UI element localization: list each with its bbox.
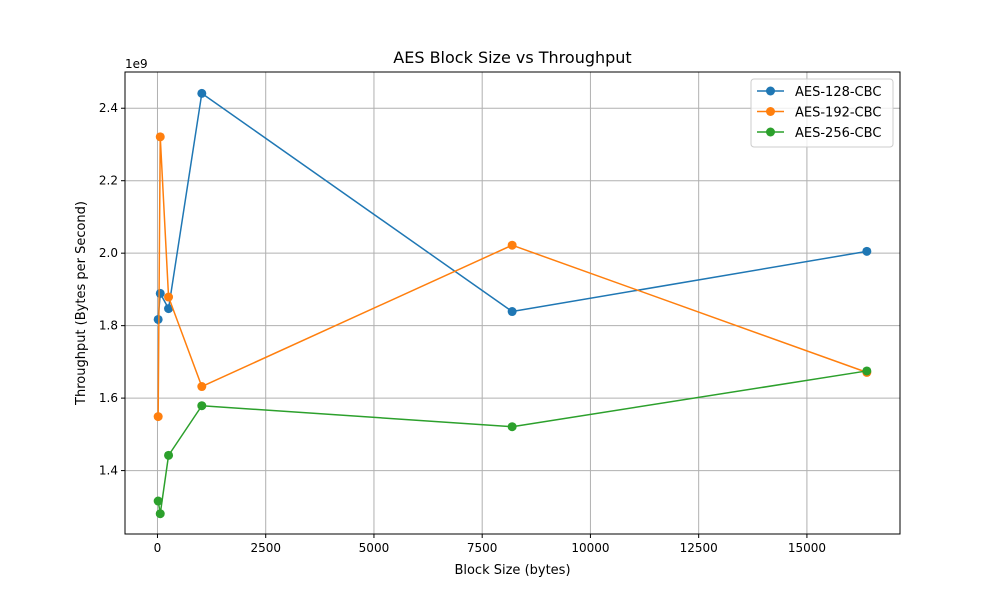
series-layer (153, 88, 872, 519)
data-point (155, 509, 165, 519)
legend-marker (766, 107, 775, 116)
data-point (164, 304, 174, 314)
legend-label: AES-128-CBC (795, 85, 881, 100)
series-line (157, 136, 868, 417)
data-point (153, 412, 163, 422)
data-point (155, 132, 165, 142)
data-point (862, 366, 872, 376)
x-tick-label: 12500 (680, 541, 718, 555)
y-axis-label: Throughput (Bytes per Second) (74, 201, 89, 406)
data-point (164, 292, 174, 302)
legend-box (750, 78, 894, 148)
data-point (507, 240, 517, 250)
y-tick-label: 1.4 (99, 464, 118, 478)
data-point (197, 382, 207, 392)
data-point (155, 288, 165, 298)
y-tick-label: 1.6 (99, 391, 118, 405)
data-point (507, 422, 517, 432)
chart-title: AES Block Size vs Throughput (393, 48, 631, 67)
y-tick-label: 2.0 (99, 246, 118, 260)
legend-marker (766, 127, 775, 137)
series-aes-256-cbc (153, 366, 872, 519)
data-point (507, 307, 517, 317)
plot-area (125, 72, 900, 534)
x-tick-label: 2500 (250, 541, 281, 555)
x-tick-label: 7500 (467, 541, 498, 555)
y-tick-label: 2.2 (99, 174, 118, 188)
x-tick-label: 5000 (359, 541, 390, 555)
data-point (862, 246, 872, 256)
grid-lines (125, 72, 900, 534)
legend-entry: AES-128-CBC (757, 85, 881, 100)
x-tick-label: 0 (154, 541, 162, 555)
data-point (164, 450, 174, 460)
data-point (197, 88, 207, 98)
legend-marker (766, 86, 775, 96)
y-offset-label: 1e9 (125, 57, 148, 71)
legend-entry: AES-256-CBC (757, 126, 881, 141)
legend: AES-128-CBC AES-192-CBC AES-256-CBC (750, 78, 894, 148)
data-point (153, 496, 163, 506)
legend-label: AES-256-CBC (795, 126, 881, 141)
legend-label: AES-192-CBC (795, 106, 881, 121)
axis-ticks: 0 2500 5000 7500 10000 12500 15000 1.4 1.6 1.8 2.0… (99, 101, 826, 555)
y-tick-label: 2.4 (99, 101, 118, 115)
plot-frame (124, 71, 901, 535)
legend-entry: AES-192-CBC (757, 106, 881, 121)
y-tick-label: 1.8 (99, 319, 118, 333)
data-point (197, 401, 207, 411)
x-tick-label: 15000 (788, 541, 826, 555)
x-axis-label: Block Size (bytes) (454, 563, 570, 578)
x-tick-label: 10000 (571, 541, 609, 555)
